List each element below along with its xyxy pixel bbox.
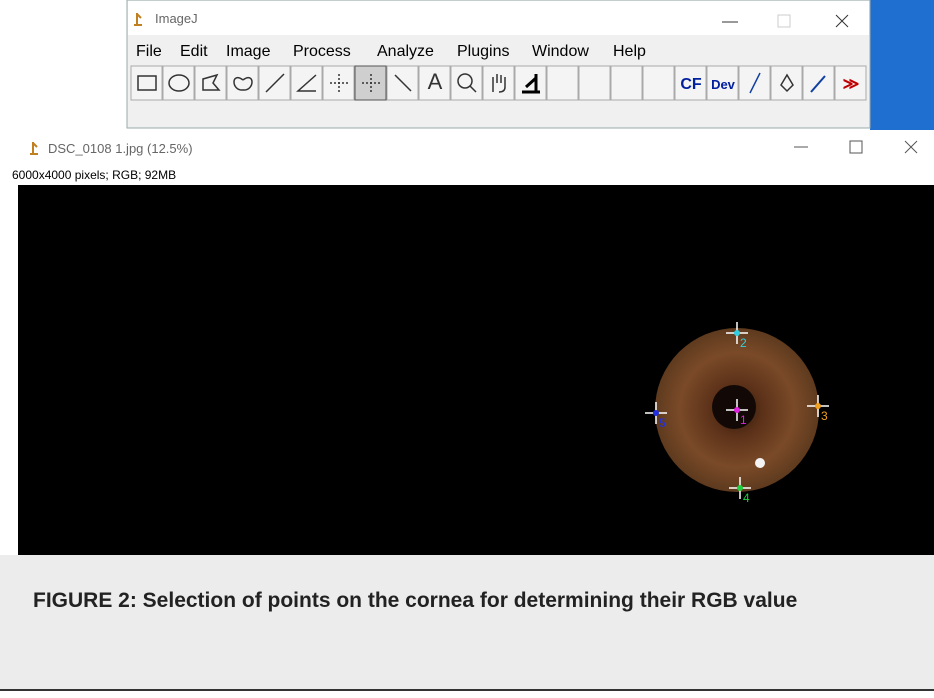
tool-button[interactable] [451, 66, 482, 100]
page: {"imagej_window": {"title": "ImageJ", "m… [0, 0, 934, 698]
menu-item[interactable]: Plugins [457, 43, 509, 60]
tool-label: CF [680, 76, 702, 93]
menu-item[interactable]: Window [532, 43, 589, 60]
point-label: 5 [659, 416, 666, 430]
toolbar: A CF Dev ≫ [131, 66, 866, 100]
caption: FIGURE 2: Selection of points on the cor… [33, 582, 903, 620]
menu-item[interactable]: Process [293, 43, 351, 60]
desktop [870, 0, 934, 130]
point-label: 1 [740, 413, 747, 427]
title-bar [128, 1, 869, 35]
tool-button[interactable] [547, 66, 578, 100]
pupil [712, 385, 756, 429]
tool-button[interactable] [579, 66, 610, 100]
caption-box [0, 555, 934, 690]
menu-item[interactable]: Analyze [377, 43, 434, 60]
image-title: DSC_0108 1.jpg (12.5%) [48, 141, 193, 156]
tool-button[interactable] [131, 66, 162, 100]
highlight [755, 458, 765, 468]
tool-label: ≫ [843, 76, 860, 93]
tool-button[interactable] [227, 66, 258, 100]
tool-button[interactable] [483, 66, 514, 100]
point-label: 3 [821, 409, 828, 423]
tool-label: A [428, 69, 443, 94]
tool-button[interactable] [195, 66, 226, 100]
window-title: ImageJ [155, 11, 198, 26]
tool-label: Dev [711, 77, 736, 92]
menu-item[interactable]: File [136, 43, 162, 60]
point-label: 2 [740, 336, 747, 350]
menu-item[interactable]: Edit [180, 43, 208, 60]
menu-item[interactable]: Image [226, 43, 271, 60]
tool-button[interactable] [771, 66, 802, 100]
menu-item[interactable]: Help [613, 43, 646, 60]
point-label: 4 [743, 491, 750, 505]
image-info: 6000x4000 pixels; RGB; 92MB [12, 168, 176, 182]
tool-button[interactable] [643, 66, 674, 100]
tool-button[interactable] [611, 66, 642, 100]
